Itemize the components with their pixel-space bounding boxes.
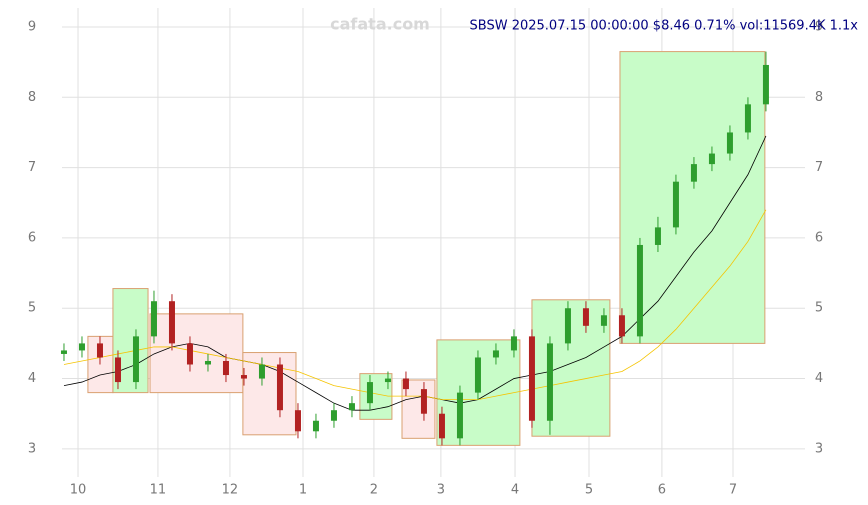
candle-body (726, 132, 733, 154)
candle-body (222, 360, 229, 376)
candle-body (600, 315, 607, 326)
y-tick-label: 9 (28, 19, 36, 34)
x-tick-label: 12 (222, 483, 239, 498)
moving-average (63, 209, 767, 401)
candle-body (330, 410, 337, 421)
candle-body (348, 403, 355, 411)
candle-body (312, 420, 319, 432)
x-tick-label: 7 (729, 483, 737, 498)
y-tick-label: 5 (28, 301, 36, 316)
candle-body (114, 357, 121, 383)
x-tick-label: 5 (585, 483, 593, 498)
candle-body (150, 301, 157, 337)
y-tick-label-right: 7 (815, 160, 823, 175)
x-tick-label: 3 (437, 483, 445, 498)
zone (401, 379, 436, 439)
y-tick-label-right: 9 (815, 19, 823, 34)
candle-body (636, 244, 643, 337)
y-tick-label: 8 (28, 90, 36, 105)
candle-body (78, 343, 85, 351)
candle-body (582, 308, 589, 326)
candle-body (96, 343, 103, 358)
candle-body (132, 336, 139, 383)
y-tick-label: 3 (28, 441, 36, 456)
candle-body (528, 336, 535, 421)
y-tick-label-right: 4 (815, 371, 823, 386)
y-tick-label-right: 3 (815, 441, 823, 456)
candle-body (438, 413, 445, 439)
candle-body (762, 64, 769, 105)
moving-average (63, 135, 767, 411)
candle-body (510, 336, 517, 351)
candle-body (276, 364, 283, 411)
candle-body (366, 382, 373, 404)
candle-body (708, 153, 715, 165)
x-tick-label: 11 (150, 483, 167, 498)
y-tick-label: 4 (28, 371, 36, 386)
candle-body (402, 378, 409, 390)
x-tick-label: 4 (511, 483, 519, 498)
candle-body (690, 164, 697, 182)
y-tick-label-right: 8 (815, 90, 823, 105)
candle-body (618, 315, 625, 337)
y-tick-label-right: 5 (815, 301, 823, 316)
candle-body (294, 410, 301, 432)
candle-body (492, 350, 499, 358)
zone (149, 313, 244, 394)
candle-body (420, 389, 427, 414)
candle-body (186, 343, 193, 365)
candle-body (60, 350, 67, 354)
chart-title: SBSW 2025.07.15 00:00:00 $8.46 0.71% vol… (470, 19, 859, 34)
candle-body (258, 364, 265, 379)
candle-body (474, 357, 481, 393)
candle-body (564, 308, 571, 344)
candle-body (654, 227, 661, 245)
zone (242, 352, 297, 436)
y-tick-label-right: 6 (815, 230, 823, 245)
x-tick-label: 1 (299, 483, 307, 498)
x-tick-label: 10 (70, 483, 87, 498)
y-tick-label: 6 (28, 230, 36, 245)
x-tick-label: 2 (370, 483, 378, 498)
candle-body (168, 301, 175, 344)
candle-body (240, 375, 247, 379)
zone (619, 51, 766, 344)
candle-body (744, 104, 751, 133)
candle-body (546, 343, 553, 421)
candle-body (204, 360, 211, 365)
y-tick-label: 7 (28, 160, 36, 175)
candle-body (384, 378, 391, 383)
x-tick-label: 6 (658, 483, 666, 498)
candle-body (456, 392, 463, 439)
watermark: cafata.com (330, 15, 430, 34)
candle-body (672, 181, 679, 228)
